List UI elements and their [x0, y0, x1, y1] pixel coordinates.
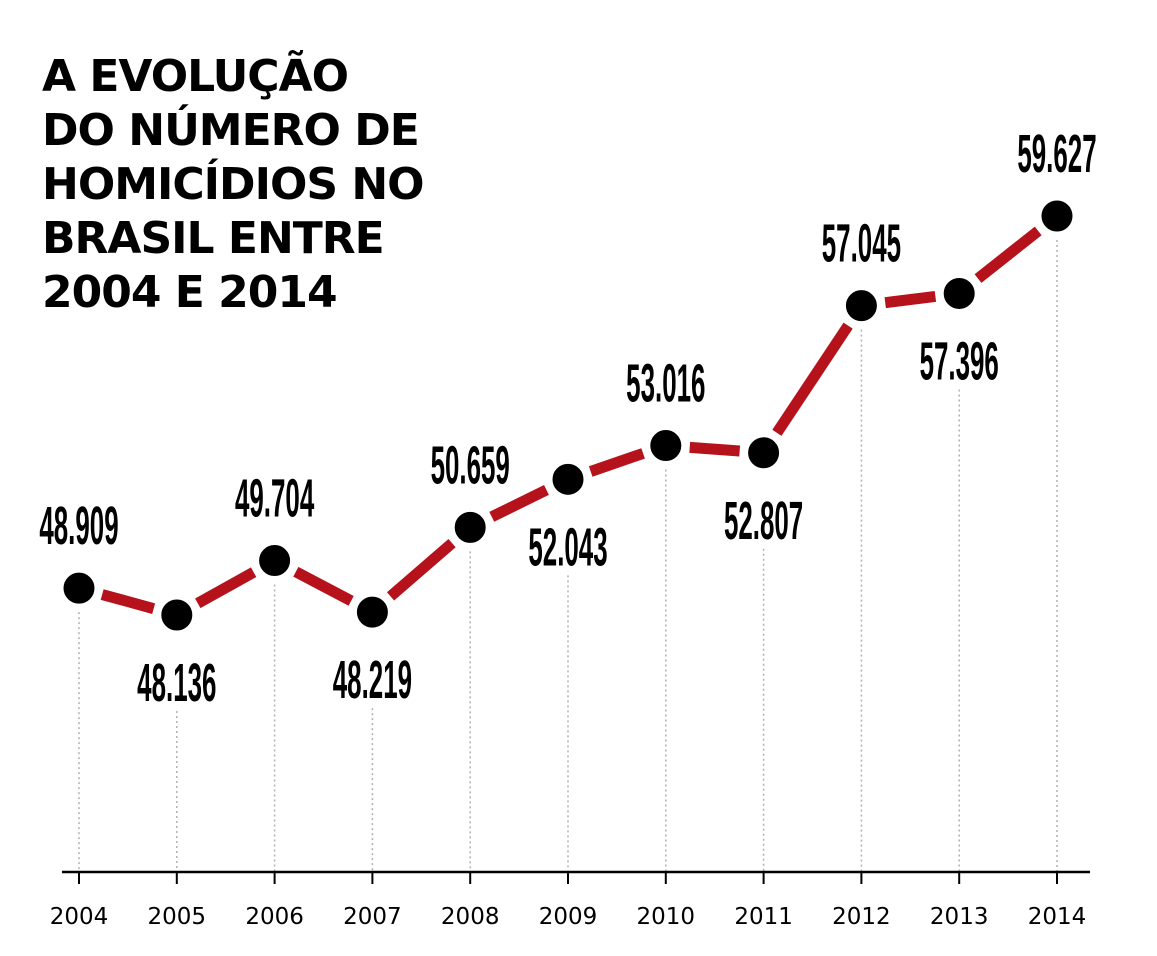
x-tick-label: 2009	[539, 904, 598, 930]
data-label: 57.396	[920, 331, 999, 391]
data-point	[256, 542, 294, 580]
x-tick-label: 2005	[148, 904, 207, 930]
chart-title: A EVOLUÇÃO DO NÚMERO DE HOMICÍDIOS NO BR…	[42, 50, 502, 320]
series-line-segment	[293, 566, 354, 606]
x-tick-label: 2007	[343, 904, 402, 930]
title-line: 2004 E 2014	[42, 267, 338, 318]
data-label: 48.909	[39, 496, 118, 556]
data-point	[353, 593, 391, 631]
data-point	[158, 596, 196, 634]
data-label: 59.627	[1017, 124, 1096, 184]
x-tick-label: 2010	[637, 904, 696, 930]
data-point	[549, 460, 587, 498]
data-point	[647, 427, 685, 465]
x-tick-label: 2014	[1028, 904, 1087, 930]
x-tick-label: 2012	[832, 904, 891, 930]
data-point	[842, 287, 880, 325]
title-line: BRASIL ENTRE	[42, 213, 385, 264]
series-line-segment	[195, 567, 257, 609]
data-point	[1038, 197, 1076, 235]
series-line-segment	[100, 589, 156, 614]
data-label: 48.136	[137, 653, 216, 713]
data-label: 52.043	[528, 517, 607, 577]
x-tick-label: 2008	[441, 904, 500, 930]
series-line-segment	[588, 448, 645, 477]
data-label: 57.045	[822, 213, 901, 273]
data-label: 48.219	[333, 650, 412, 710]
series-line-segment	[974, 226, 1042, 283]
data-point	[745, 434, 783, 472]
x-tick-label: 2004	[50, 904, 109, 930]
series-line-segment	[884, 290, 937, 309]
title-line: A EVOLUÇÃO	[42, 51, 349, 102]
data-point	[451, 508, 489, 546]
x-tick-label: 2011	[734, 904, 793, 930]
data-label: 50.659	[431, 435, 510, 495]
title-line: DO NÚMERO DE	[42, 105, 420, 156]
data-label: 49.704	[235, 468, 315, 528]
series-line-segment	[386, 538, 456, 601]
x-tick-label: 2006	[245, 904, 304, 930]
x-tick-label: 2013	[930, 904, 989, 930]
data-point	[940, 274, 978, 312]
series-line-segment	[689, 441, 741, 457]
data-label: 53.016	[626, 353, 705, 413]
data-label: 52.807	[724, 490, 803, 550]
series-line-segment	[772, 322, 853, 436]
data-point	[60, 569, 98, 607]
series-line-segment	[489, 484, 549, 522]
title-line: HOMICÍDIOS NO	[42, 159, 425, 210]
